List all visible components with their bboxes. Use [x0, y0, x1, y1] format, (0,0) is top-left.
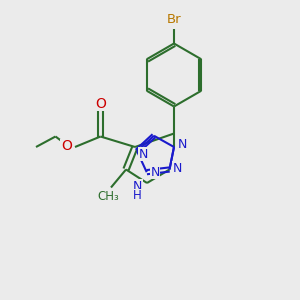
Text: Br: Br: [167, 13, 181, 26]
Text: H: H: [133, 189, 142, 202]
Text: N: N: [138, 148, 148, 161]
Text: N: N: [150, 166, 160, 179]
Text: O: O: [95, 97, 106, 110]
Text: CH₃: CH₃: [97, 190, 119, 203]
Text: N: N: [172, 161, 182, 175]
Text: O: O: [61, 140, 72, 153]
Text: N: N: [133, 180, 142, 193]
Text: N: N: [178, 137, 187, 151]
